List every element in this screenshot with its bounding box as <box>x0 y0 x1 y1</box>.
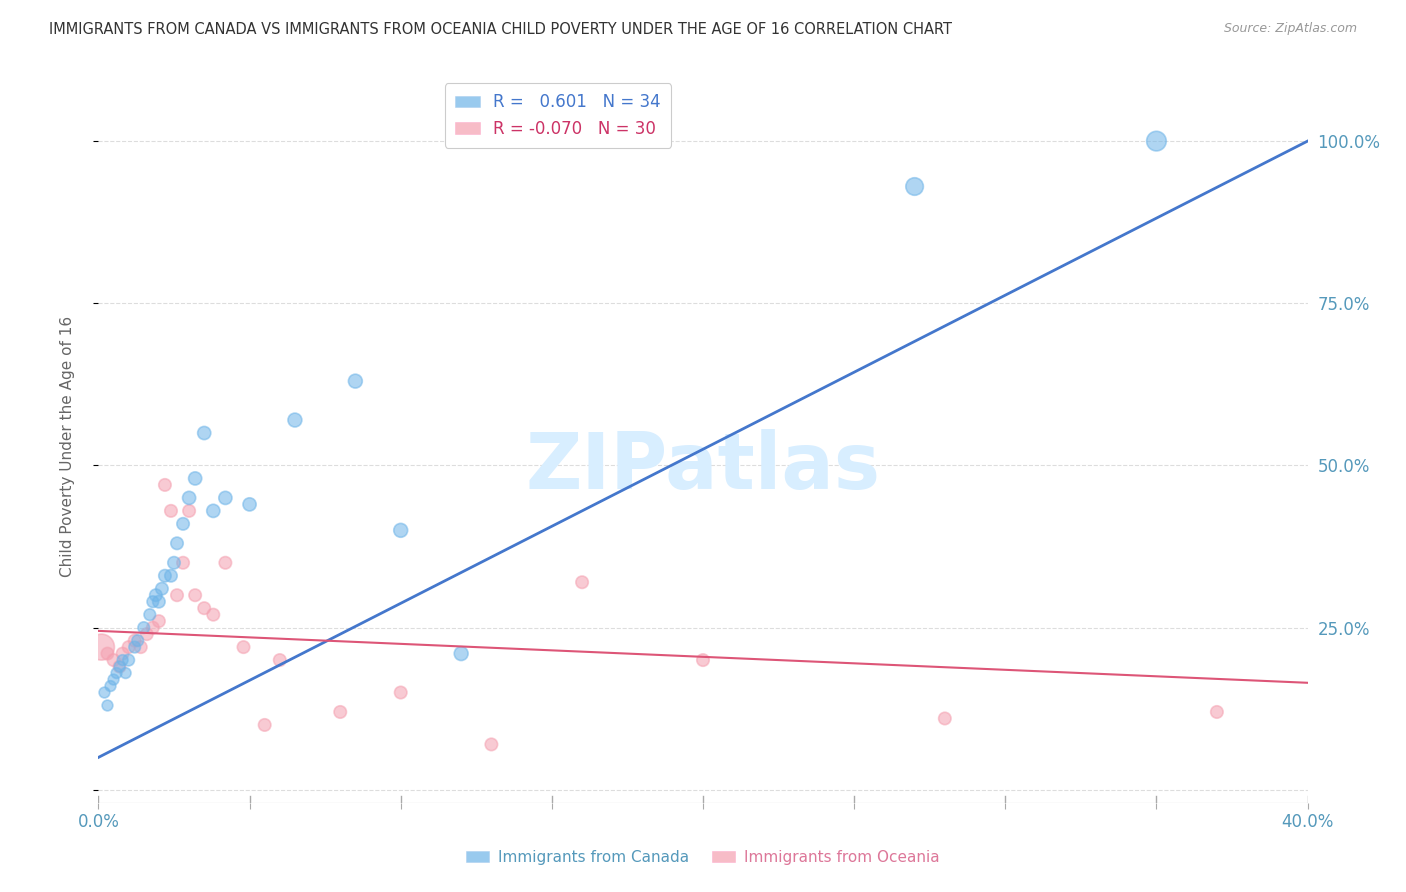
Legend: Immigrants from Canada, Immigrants from Oceania: Immigrants from Canada, Immigrants from … <box>460 844 946 871</box>
Point <box>108 659 131 673</box>
Y-axis label: Child Poverty Under the Age of 16: Child Poverty Under the Age of 16 <box>60 316 75 576</box>
Legend: R =   0.601   N = 34, R = -0.070   N = 30: R = 0.601 N = 34, R = -0.070 N = 30 <box>444 83 671 147</box>
Text: IMMIGRANTS FROM CANADA VS IMMIGRANTS FROM OCEANIA CHILD POVERTY UNDER THE AGE OF: IMMIGRANTS FROM CANADA VS IMMIGRANTS FRO… <box>49 22 952 37</box>
Point <box>93 685 115 699</box>
Point <box>269 653 291 667</box>
Point <box>193 601 215 615</box>
Point <box>148 595 170 609</box>
Point <box>96 698 118 713</box>
Point <box>239 497 262 511</box>
Point <box>166 536 188 550</box>
Point <box>153 568 176 582</box>
Point <box>202 504 225 518</box>
Point <box>344 374 367 388</box>
Point <box>214 556 236 570</box>
Point <box>172 516 194 531</box>
Point <box>179 491 201 505</box>
Point <box>1144 134 1167 148</box>
Point <box>96 647 118 661</box>
Point <box>103 673 125 687</box>
Point <box>253 718 276 732</box>
Point <box>166 588 188 602</box>
Point <box>90 640 112 654</box>
Point <box>389 524 412 538</box>
Point <box>184 588 207 602</box>
Point <box>329 705 352 719</box>
Point <box>105 666 128 681</box>
Point <box>148 614 170 628</box>
Point <box>124 633 146 648</box>
Point <box>214 491 236 505</box>
Point <box>232 640 254 654</box>
Point <box>1206 705 1229 719</box>
Point <box>450 647 472 661</box>
Point <box>193 425 215 440</box>
Point <box>129 640 152 654</box>
Text: ZIPatlas: ZIPatlas <box>526 429 880 506</box>
Point <box>904 179 927 194</box>
Point <box>389 685 412 699</box>
Point <box>692 653 714 667</box>
Point <box>481 738 503 752</box>
Point <box>163 556 186 570</box>
Point <box>111 653 134 667</box>
Point <box>127 633 149 648</box>
Point <box>132 621 155 635</box>
Point <box>571 575 593 590</box>
Point <box>150 582 173 596</box>
Point <box>142 621 165 635</box>
Point <box>184 471 207 485</box>
Point <box>179 504 201 518</box>
Point <box>100 679 122 693</box>
Point <box>108 659 131 673</box>
Point <box>934 711 956 725</box>
Text: Source: ZipAtlas.com: Source: ZipAtlas.com <box>1223 22 1357 36</box>
Point <box>172 556 194 570</box>
Point <box>111 647 134 661</box>
Point <box>135 627 157 641</box>
Point <box>139 607 162 622</box>
Point <box>153 478 176 492</box>
Point <box>160 504 183 518</box>
Point <box>103 653 125 667</box>
Point <box>160 568 183 582</box>
Point <box>202 607 225 622</box>
Point <box>114 666 136 681</box>
Point <box>124 640 146 654</box>
Point <box>284 413 307 427</box>
Point <box>118 653 141 667</box>
Point <box>142 595 165 609</box>
Point <box>118 640 141 654</box>
Point <box>145 588 167 602</box>
